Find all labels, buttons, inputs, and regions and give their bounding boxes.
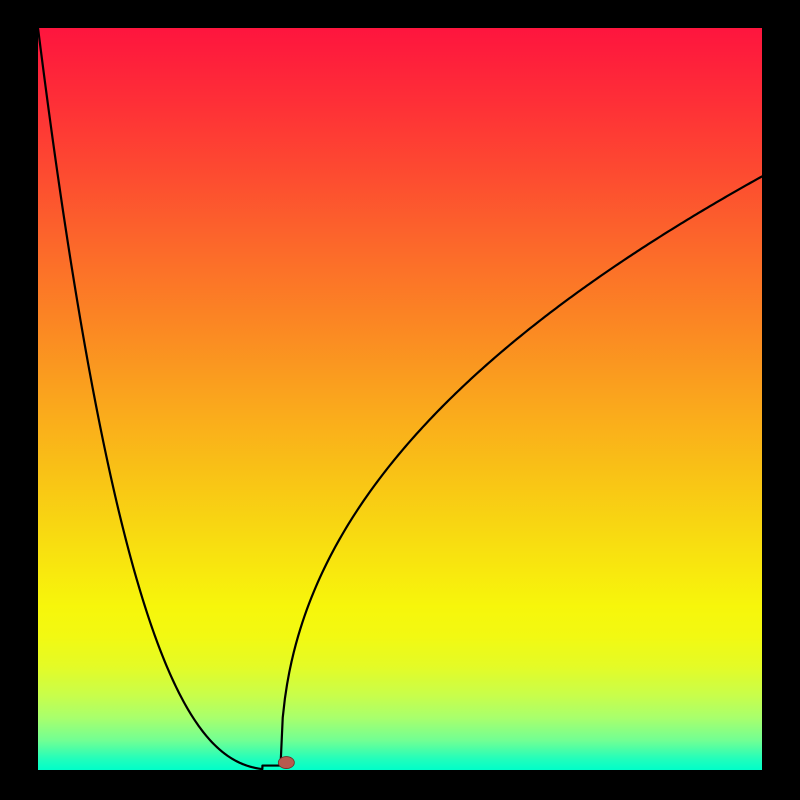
chart-stage: TheBottleneck.com [0,0,800,800]
chart-svg [0,0,800,800]
plot-area [38,28,762,770]
optimum-marker [278,757,294,769]
